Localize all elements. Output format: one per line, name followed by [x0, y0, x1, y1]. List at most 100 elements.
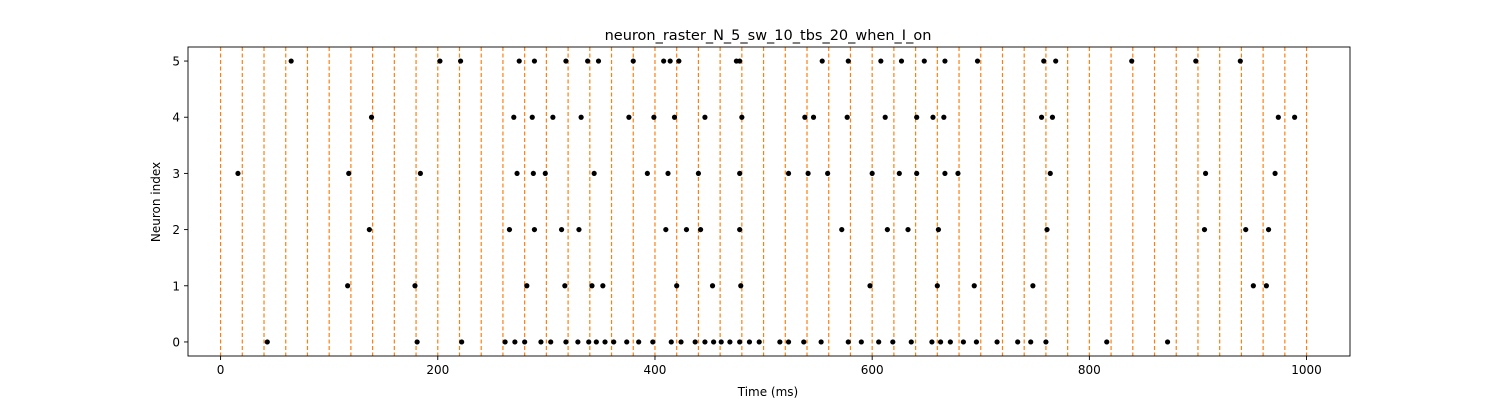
y-tick-label: 2: [172, 223, 180, 237]
spike-point: [810, 114, 817, 120]
spike-point: [960, 339, 966, 345]
spike-point: [702, 339, 708, 345]
spike-point: [674, 283, 680, 289]
spike-point: [845, 58, 851, 64]
spike-point: [538, 339, 544, 345]
spike-point: [876, 339, 882, 345]
y-tick-label: 0: [172, 335, 180, 349]
spike-point: [819, 58, 825, 64]
spike-point: [506, 226, 513, 233]
spike-point: [1164, 339, 1171, 345]
spike-point: [882, 114, 888, 120]
spike-point: [947, 339, 953, 345]
spike-point: [671, 114, 678, 120]
spike-point: [531, 58, 538, 64]
spike-point: [896, 170, 902, 177]
spike-point: [457, 58, 464, 64]
spike-point: [1243, 226, 1249, 233]
spike-point: [1275, 114, 1281, 120]
y-tick-label: 5: [172, 55, 180, 69]
chart-title: neuron_raster_N_5_sw_10_tbs_20_when_I_on: [605, 28, 932, 44]
spike-point: [942, 170, 948, 177]
spike-point: [884, 226, 890, 233]
spike-point: [785, 339, 792, 345]
spike-point: [737, 339, 743, 345]
spike-point: [941, 114, 947, 120]
y-tick-label: 4: [172, 111, 180, 125]
spike-point: [1263, 283, 1269, 289]
spike-point: [1047, 170, 1053, 177]
spike-point: [678, 339, 684, 345]
spike-point: [345, 283, 351, 289]
spike-point: [235, 170, 241, 177]
spike-point: [737, 170, 743, 177]
spike-point: [973, 339, 980, 345]
spike-point: [709, 283, 716, 289]
spike-point: [867, 283, 873, 289]
stimulus-lines: [219, 47, 1308, 356]
spike-point: [412, 283, 418, 289]
spike-point: [1292, 114, 1298, 120]
spike-point: [908, 339, 914, 345]
spike-point: [878, 58, 884, 64]
spike-point: [264, 339, 270, 345]
spike-point: [644, 170, 650, 177]
x-tick-label: 1000: [1291, 363, 1322, 377]
spike-point: [777, 339, 783, 345]
spike-point: [914, 170, 920, 177]
spike-point: [858, 339, 864, 345]
x-tick-label: 200: [426, 363, 449, 377]
spike-point: [576, 226, 582, 233]
spike-point: [459, 339, 465, 345]
y-axis-title: Neuron index: [149, 162, 163, 242]
spike-point: [650, 339, 656, 345]
spike-point: [1041, 58, 1047, 64]
spike-point: [630, 58, 636, 64]
spike-point: [1237, 58, 1243, 64]
spike-point: [898, 58, 905, 64]
spike-point: [737, 58, 743, 64]
spike-point: [929, 339, 935, 345]
spike-point: [548, 339, 554, 345]
spike-point: [971, 283, 977, 289]
spike-point: [1015, 339, 1021, 345]
spike-point: [417, 170, 423, 177]
spike-point: [746, 339, 753, 345]
spike-point: [602, 339, 608, 345]
spike-point: [1053, 58, 1059, 64]
spike-point: [1049, 114, 1056, 120]
spike-point: [563, 339, 569, 345]
spike-point: [818, 339, 824, 345]
spike-point: [1038, 114, 1045, 120]
spike-point: [611, 339, 617, 345]
x-tick-label: 400: [644, 363, 667, 377]
spike-point: [522, 339, 528, 345]
spike-point: [661, 58, 667, 64]
spike-point: [589, 283, 595, 289]
spike-point: [651, 114, 657, 120]
spike-point: [1028, 339, 1034, 345]
spike-point: [994, 339, 1000, 345]
spike-point: [930, 114, 936, 120]
spike-point: [1043, 339, 1049, 345]
spike-point: [1044, 226, 1050, 233]
spike-point: [844, 114, 850, 120]
spike-point: [1104, 339, 1110, 345]
spike-point: [502, 339, 508, 345]
y-tick-label: 3: [172, 167, 180, 181]
spike-point: [1193, 58, 1199, 64]
spike-point: [697, 226, 704, 233]
spike-point: [626, 114, 632, 120]
spike-point: [683, 226, 690, 233]
spike-point: [524, 283, 530, 289]
spike-point: [737, 226, 743, 233]
spike-point: [739, 114, 745, 120]
spike-point: [591, 170, 597, 177]
spike-point: [529, 114, 535, 120]
spike-point: [414, 339, 420, 345]
spike-point: [516, 58, 522, 64]
x-tick-label: 800: [1078, 363, 1101, 377]
spike-point: [738, 283, 744, 289]
